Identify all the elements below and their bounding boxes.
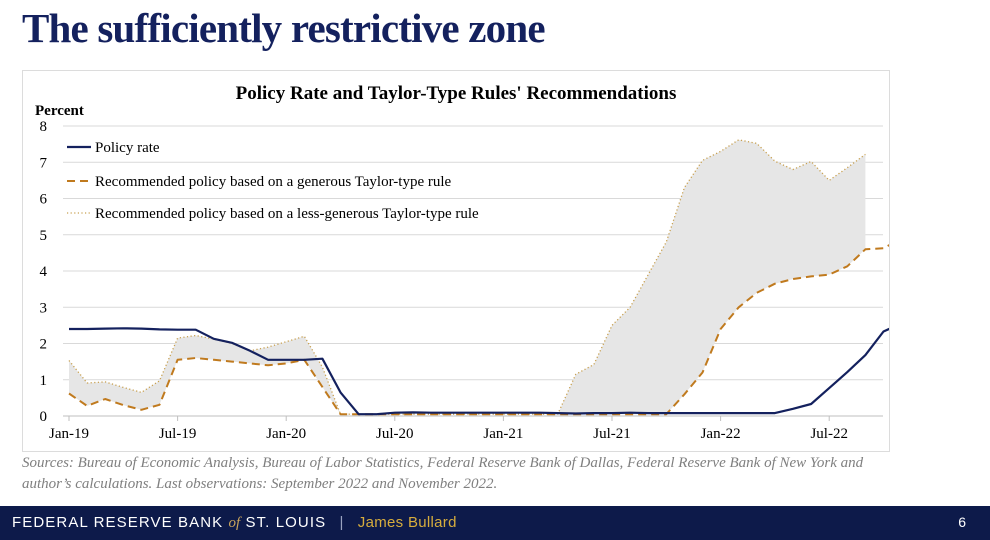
legend-item-policy-rate-label: Policy rate (95, 140, 160, 156)
x-tick-label: Jan-19 (49, 426, 89, 442)
shaded-band-area (69, 139, 866, 415)
footer-separator: | (339, 514, 345, 531)
y-tick-label: 4 (40, 264, 48, 280)
org-name-part1: FEDERAL RESERVE BANK (12, 514, 224, 531)
org-name-part2: ST. LOUIS (245, 514, 327, 531)
y-tick-label: 0 (40, 409, 48, 425)
x-tick-label: Jul-22 (810, 426, 848, 442)
slide-title: The sufficiently restrictive zone (22, 5, 546, 51)
y-axis-label: Percent (35, 103, 84, 119)
y-tick-label: 8 (40, 119, 48, 135)
x-tick-label: Jul-20 (376, 426, 414, 442)
footer-org: FEDERAL RESERVE BANK of ST. LOUIS | Jame… (12, 514, 457, 532)
legend-item-less-generous-rule-label: Recommended policy based on a less-gener… (95, 206, 479, 222)
y-tick-label: 2 (40, 337, 48, 353)
y-tick-label: 3 (40, 300, 48, 316)
y-tick-label: 7 (40, 155, 48, 171)
footer-bar: FEDERAL RESERVE BANK of ST. LOUIS | Jame… (0, 506, 990, 540)
series-policy-rate-line (69, 327, 889, 416)
series-less-generous-rule-line (68, 139, 866, 415)
x-tick-label: Jul-21 (593, 426, 631, 442)
author-name: James Bullard (357, 514, 457, 531)
y-tick-label: 1 (40, 373, 48, 389)
y-tick-label: 6 (40, 192, 48, 208)
x-tick-label: Jan-22 (701, 426, 741, 442)
y-tick-label: 5 (40, 228, 48, 244)
chart-canvas: Policy Rate and Taylor-Type Rules' Recom… (35, 83, 889, 442)
x-tick-label: Jul-19 (159, 426, 197, 442)
x-tick-label: Jan-21 (483, 426, 523, 442)
sources-note: Sources: Bureau of Economic Analysis, Bu… (22, 455, 864, 492)
chart-panel: Policy Rate and Taylor-Type Rules' Recom… (22, 70, 890, 452)
org-name-of: of (228, 515, 241, 531)
legend-item-generous-rule-label: Recommended policy based on a generous T… (95, 174, 452, 190)
chart-title: Policy Rate and Taylor-Type Rules' Recom… (236, 83, 677, 104)
x-tick-label: Jan-20 (266, 426, 306, 442)
page-number: 6 (958, 514, 966, 530)
